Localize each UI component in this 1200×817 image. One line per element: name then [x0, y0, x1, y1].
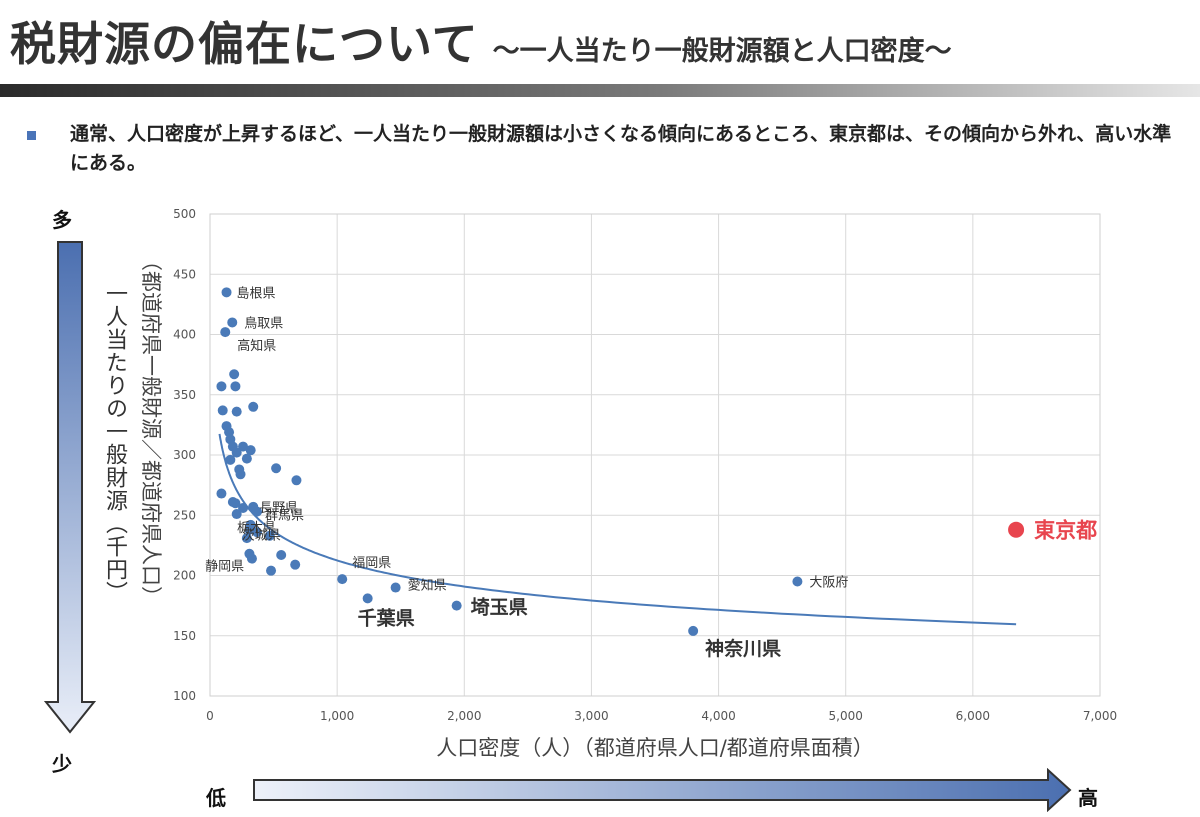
data-point: [241, 533, 252, 544]
y-axis-label: （都道府県一般財源／都道府県人口）: [139, 250, 163, 607]
data-point-highlight: [1008, 521, 1025, 538]
data-point: [252, 527, 263, 538]
grid-lines: [209, 213, 1101, 697]
x-tick-label: 0: [206, 709, 214, 723]
point-label: 千葉県: [358, 607, 415, 629]
right-arrow-icon: [253, 768, 1072, 812]
y-tick-label: 400: [173, 328, 196, 342]
data-point: [231, 509, 242, 520]
point-label: 静岡県: [205, 560, 244, 575]
data-point: [238, 441, 249, 452]
y-tick-label: 450: [173, 267, 196, 281]
point-label: 東京都: [1034, 519, 1097, 543]
data-point: [229, 369, 240, 380]
point-label: 島根県: [237, 286, 276, 301]
x-tick-label: 7,000: [1083, 709, 1117, 723]
x-tick-label: 3,000: [574, 709, 608, 723]
point-label: 栃木県: [237, 521, 276, 536]
page-title: 税財源の偏在について: [10, 17, 479, 71]
plot-frame: [209, 213, 1101, 697]
data-point: [221, 287, 232, 298]
summary-text: 通常、人口密度が上昇するほど、一人当たり一般財源額は小さくなる傾向にあるところ、…: [70, 123, 1172, 174]
y-ticks: 100 150 200 250 300 350 400 450 500: [173, 207, 196, 703]
data-point: [246, 553, 257, 564]
y-tick-label: 350: [173, 388, 196, 402]
y-tick-label: 500: [173, 207, 196, 221]
page-title-block: 税財源の偏在について ～一人当たり一般財源額と人口密度～: [10, 8, 952, 74]
x-ticks: 0 1,000 2,000 3,000 4,000 5,000 6,000 7,000: [206, 709, 1117, 723]
y-tick-label: 100: [173, 689, 196, 703]
data-point: [216, 488, 227, 499]
data-point: [235, 469, 246, 480]
data-point: [252, 506, 263, 517]
data-point: [231, 406, 242, 417]
data-point: [792, 576, 803, 587]
data-point: [244, 524, 255, 535]
trend-line: [218, 433, 1017, 626]
x-tick-label: 4,000: [701, 709, 735, 723]
data-point: [216, 381, 227, 392]
bullet-square-icon: [27, 131, 36, 140]
y-tick-label: 200: [173, 569, 196, 583]
label-low: 低: [206, 786, 226, 810]
data-point: [217, 405, 228, 416]
data-point: [266, 565, 277, 576]
label-high: 高: [1078, 786, 1098, 810]
down-arrow-icon: [44, 241, 96, 734]
x-tick-label: 6,000: [956, 709, 990, 723]
point-label: 高知県: [237, 338, 276, 354]
point-label: 長野県: [259, 501, 298, 516]
data-point: [238, 503, 249, 514]
point-label: 福岡県: [352, 556, 391, 571]
data-point: [264, 530, 275, 541]
data-point: [451, 600, 462, 611]
x-axis-label: 人口密度（人）（都道府県人口/都道府県面積）: [436, 736, 874, 760]
page-subtitle: ～一人当たり一般財源額と人口密度～: [492, 36, 952, 67]
point-label: 茨城県: [242, 529, 281, 544]
x-tick-label: 1,000: [320, 709, 354, 723]
data-point: [241, 453, 252, 464]
label-few: 少: [52, 752, 72, 776]
y-tick-label: 250: [173, 508, 196, 522]
data-point: [225, 454, 236, 465]
point-label: 鳥取県: [244, 316, 283, 331]
y-tick-label: 150: [173, 629, 196, 643]
point-label: 愛知県: [408, 578, 447, 594]
data-point: [231, 447, 242, 458]
data-point: [230, 381, 241, 392]
data-point: [337, 574, 348, 585]
scatter-chart: 0 1,000 2,000 3,000 4,000 5,000 6,000 7,000 100…: [139, 207, 1117, 760]
data-point: [271, 463, 282, 474]
point-label: 神奈川県: [705, 637, 781, 660]
data-point: [248, 401, 259, 412]
label-many: 多: [52, 208, 72, 232]
y-description: 一人当たりの一般財源（千円）: [102, 282, 127, 604]
x-tick-label: 5,000: [829, 709, 863, 723]
data-point: [276, 550, 287, 561]
point-label: 埼玉県: [471, 596, 528, 619]
data-point: [291, 475, 302, 486]
data-point: [290, 559, 301, 570]
y-tick-label: 300: [173, 448, 196, 462]
x-tick-label: 2,000: [447, 709, 481, 723]
data-point: [227, 317, 238, 328]
data-point: [688, 625, 699, 636]
data-point: [390, 582, 401, 593]
point-label: 大阪府: [809, 576, 848, 591]
data-points: [216, 287, 1025, 636]
point-label: 群馬県: [265, 509, 304, 524]
data-point: [362, 593, 373, 604]
title-divider: [0, 84, 1200, 97]
data-point: [220, 327, 231, 338]
data-point: [245, 445, 256, 456]
data-point: [230, 498, 241, 509]
